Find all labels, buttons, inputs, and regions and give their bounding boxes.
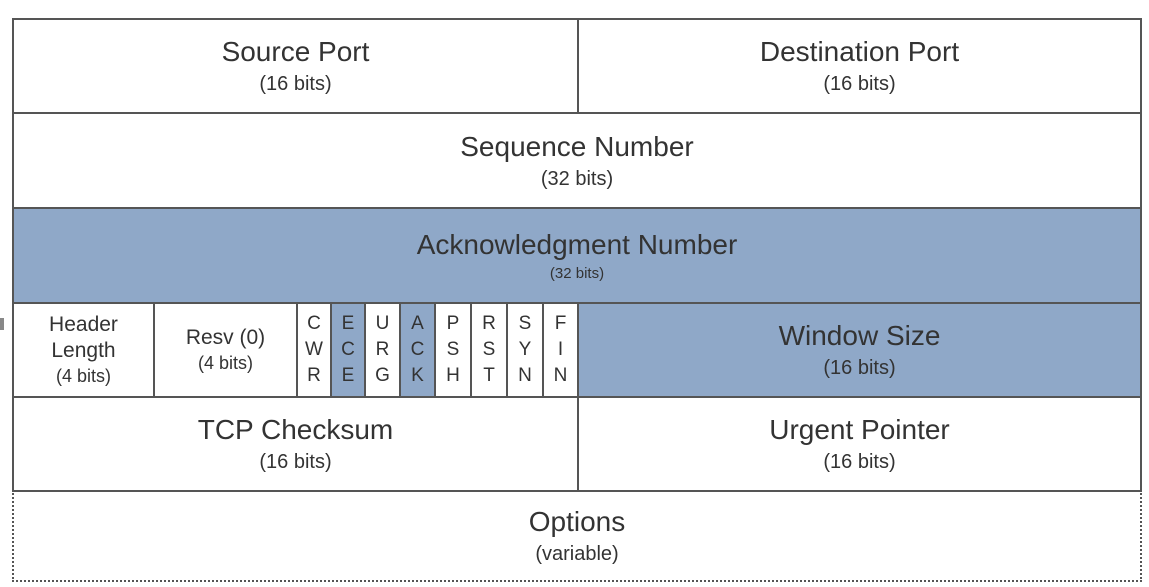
urgent-pointer-field: Urgent Pointer (16 bits)	[577, 396, 1142, 492]
flag-rst-letter-3: T	[483, 365, 495, 386]
tcp-checksum-label: TCP Checksum	[197, 414, 394, 445]
sequence-number-bits: (32 bits)	[540, 167, 614, 190]
flag-psh-letter-2: S	[446, 339, 460, 360]
flag-urg-letter-1: U	[375, 313, 390, 334]
sequence-number-label: Sequence Number	[460, 130, 694, 162]
flag-ece-letter-2: C	[341, 339, 355, 360]
flag-urg-letter-2: R	[375, 339, 390, 360]
flag-rst-letter-2: S	[482, 339, 496, 360]
acknowledgment-number-bits: (32 bits)	[549, 264, 605, 282]
reserved-label: Resv (0)	[185, 326, 266, 349]
flag-fin-letter-1: F	[554, 313, 567, 334]
tcp-checksum-field: TCP Checksum (16 bits)	[12, 396, 579, 492]
header-length-field: Header Length (4 bits)	[12, 302, 155, 398]
flag-ack-letter-3: K	[411, 365, 424, 386]
options-field: Options (variable)	[12, 490, 1142, 582]
options-label: Options	[528, 506, 626, 537]
flag-psh-letter-3: H	[446, 365, 460, 386]
header-length-line1: Header	[49, 313, 118, 336]
flag-urg-letter-3: G	[375, 365, 390, 386]
flag-rst-letter-1: R	[482, 313, 496, 334]
window-size-field: Window Size (16 bits)	[577, 302, 1142, 398]
flag-ece: E C E	[330, 302, 366, 398]
flag-fin-letter-2: I	[557, 339, 564, 360]
flag-cwr: C W R	[296, 302, 332, 398]
flag-fin: F I N	[542, 302, 579, 398]
flag-cwr-letter-3: R	[307, 365, 321, 386]
reserved-field: Resv (0) (4 bits)	[153, 302, 298, 398]
flag-psh: P S H	[434, 302, 472, 398]
flag-syn: S Y N	[506, 302, 544, 398]
flag-ack-letter-2: C	[410, 339, 425, 360]
flag-cwr-letter-2: W	[305, 339, 323, 360]
sequence-number-field: Sequence Number (32 bits)	[12, 112, 1142, 209]
flag-fin-letter-3: N	[553, 365, 568, 386]
header-length-bits: (4 bits)	[55, 366, 111, 386]
destination-port-field: Destination Port (16 bits)	[577, 18, 1142, 114]
flag-syn-letter-2: Y	[518, 339, 532, 360]
tcp-checksum-bits: (16 bits)	[259, 451, 332, 473]
flag-ack-letter-1: A	[411, 313, 424, 334]
flag-rst: R S T	[470, 302, 508, 398]
flag-ece-letter-1: E	[341, 313, 355, 334]
flag-urg: U R G	[364, 302, 401, 398]
flag-ack: A C K	[399, 302, 436, 398]
source-port-bits: (16 bits)	[259, 73, 332, 95]
flag-syn-letter-1: S	[518, 313, 532, 334]
source-port-field: Source Port (16 bits)	[12, 18, 579, 114]
reserved-bits: (4 bits)	[197, 353, 253, 373]
options-bits: (variable)	[535, 543, 619, 565]
destination-port-label: Destination Port	[759, 36, 960, 67]
flag-cwr-letter-1: C	[307, 313, 321, 334]
window-size-bits: (16 bits)	[823, 357, 896, 379]
flag-psh-letter-1: P	[446, 313, 460, 334]
edge-mark	[0, 318, 4, 330]
urgent-pointer-label: Urgent Pointer	[769, 414, 950, 445]
acknowledgment-number-label: Acknowledgment Number	[416, 228, 738, 260]
destination-port-bits: (16 bits)	[823, 73, 896, 95]
flag-syn-letter-3: N	[518, 365, 532, 386]
flag-ece-letter-3: E	[341, 365, 355, 386]
urgent-pointer-bits: (16 bits)	[823, 451, 896, 473]
source-port-label: Source Port	[221, 36, 370, 67]
acknowledgment-number-field: Acknowledgment Number (32 bits)	[12, 207, 1142, 304]
header-length-line2: Length	[51, 339, 116, 362]
window-size-label: Window Size	[778, 320, 941, 351]
